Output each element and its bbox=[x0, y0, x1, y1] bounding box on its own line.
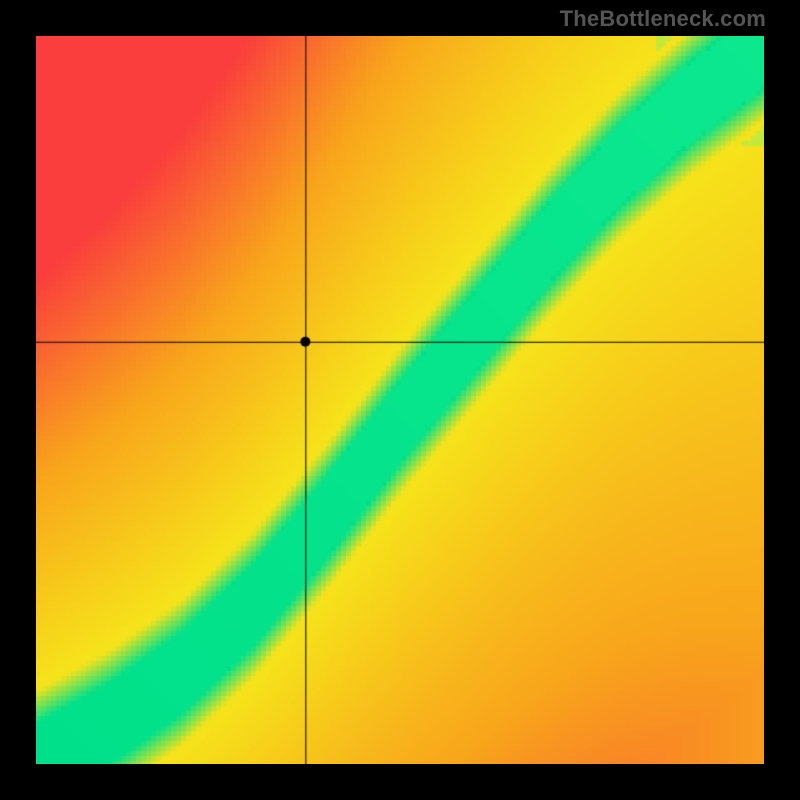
chart-container: TheBottleneck.com bbox=[0, 0, 800, 800]
bottleneck-heatmap bbox=[36, 36, 764, 764]
watermark-text: TheBottleneck.com bbox=[560, 6, 766, 32]
